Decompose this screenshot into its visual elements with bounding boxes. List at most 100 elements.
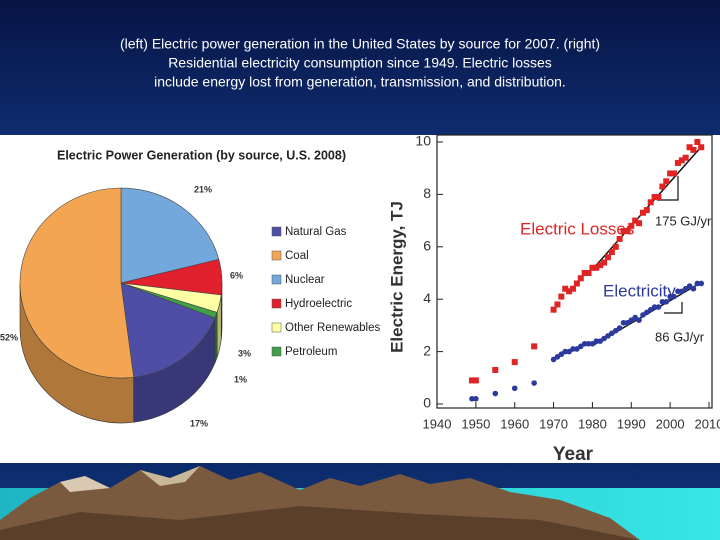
x-tick-label: 1960 — [500, 416, 529, 431]
x-tick-label: 1970 — [539, 416, 568, 431]
data-point — [469, 395, 475, 402]
slice-label: 6% — [230, 270, 243, 280]
y-tick-label: 10 — [415, 133, 431, 149]
x-tick-label: 1950 — [461, 416, 490, 431]
caption-line: include energy lost from generation, tra… — [154, 74, 566, 90]
data-point — [651, 304, 658, 310]
legend-swatch — [271, 250, 282, 261]
data-point — [597, 262, 604, 269]
data-point — [620, 319, 627, 326]
data-point — [659, 299, 666, 305]
y-tick-label: 4 — [423, 290, 431, 306]
data-point — [589, 264, 596, 271]
data-point — [473, 395, 479, 402]
data-point — [601, 259, 608, 266]
data-point — [511, 385, 518, 392]
data-point — [636, 317, 642, 323]
data-point — [573, 280, 580, 287]
x-tick-label: 1940 — [423, 416, 452, 431]
slice-label: 21% — [194, 184, 212, 194]
data-point — [581, 340, 588, 347]
legend-label: Other Renewables — [285, 322, 380, 334]
scatter-chart: Year Electric Energy, TJ 0 2 4 6 8 10 1940 1950… — [387, 133, 720, 465]
data-point — [690, 146, 697, 153]
data-point — [659, 183, 666, 190]
x-tick-label: 2010 — [695, 416, 720, 431]
slice-label: 3% — [238, 348, 251, 358]
data-point — [698, 144, 705, 151]
data-point — [667, 170, 674, 177]
legend-swatch — [271, 298, 282, 309]
data-point — [608, 249, 615, 256]
data-point — [562, 348, 569, 355]
data-point — [570, 285, 576, 292]
plot-frame — [436, 134, 713, 409]
slice-label: 17% — [190, 418, 208, 428]
x-tick-label: 1980 — [578, 416, 607, 431]
slope-triangle — [657, 176, 679, 201]
data-point — [690, 285, 697, 292]
data-point — [694, 139, 701, 145]
data-point — [593, 338, 600, 344]
y-tick-label: 6 — [423, 238, 431, 254]
data-point — [620, 228, 627, 235]
data-point — [675, 288, 681, 295]
data-point — [531, 343, 538, 350]
data-point — [554, 301, 561, 308]
y-tick-label: 8 — [423, 185, 431, 201]
data-point — [566, 288, 573, 295]
x-tick-label: 2000 — [656, 416, 685, 431]
data-point — [663, 299, 670, 305]
data-point — [624, 228, 631, 235]
chart-title: Electric Power Generation (by source, U.… — [57, 148, 346, 162]
pie-slice — [19, 187, 134, 379]
pie-chart: Electric Power Generation (by source, U.… — [0, 148, 380, 428]
slope-triangle — [664, 302, 683, 314]
mountain-snow — [140, 466, 200, 486]
data-point — [682, 154, 689, 161]
data-point — [655, 304, 662, 310]
data-point — [651, 194, 658, 201]
data-point — [663, 178, 670, 185]
data-point — [647, 199, 654, 206]
data-point — [698, 280, 705, 287]
x-tick-label: 1990 — [617, 416, 646, 431]
annotation: 86 GJ/yr — [655, 329, 705, 344]
data-point — [562, 285, 569, 292]
legend-swatch — [271, 346, 282, 357]
annotation: 175 GJ/yr — [655, 213, 712, 228]
data-point — [468, 377, 475, 384]
data-point — [636, 220, 643, 227]
data-point — [671, 170, 678, 177]
slice-label: 1% — [234, 374, 247, 384]
data-point — [616, 235, 623, 242]
caption-line: Residential electricity consumption sinc… — [168, 55, 552, 71]
y-axis-label: Electric Energy, TJ — [387, 201, 406, 353]
legend-label: Petroleum — [285, 346, 337, 358]
data-point — [531, 380, 537, 386]
data-point — [667, 293, 673, 300]
data-point — [616, 325, 623, 331]
data-point — [550, 306, 557, 313]
pie-slice-side — [214, 312, 218, 364]
series-label: Electricity — [603, 281, 676, 300]
data-point — [604, 254, 611, 261]
data-point — [492, 366, 499, 373]
data-point — [585, 340, 592, 347]
data-point — [655, 194, 662, 201]
legend-label: Nuclear — [285, 274, 325, 286]
mountain-snow — [60, 476, 110, 492]
data-point — [511, 359, 518, 366]
data-point — [492, 390, 499, 397]
pie-slice — [120, 187, 220, 284]
data-point — [593, 264, 600, 271]
legend-label: Hydroelectric — [285, 298, 352, 310]
pie-slice — [120, 282, 216, 378]
data-point — [671, 293, 677, 300]
data-point — [632, 217, 639, 224]
legend-swatch — [271, 226, 282, 237]
data-point — [558, 293, 565, 300]
data-point — [472, 377, 479, 384]
data-point — [639, 209, 646, 216]
data-point — [686, 144, 693, 151]
